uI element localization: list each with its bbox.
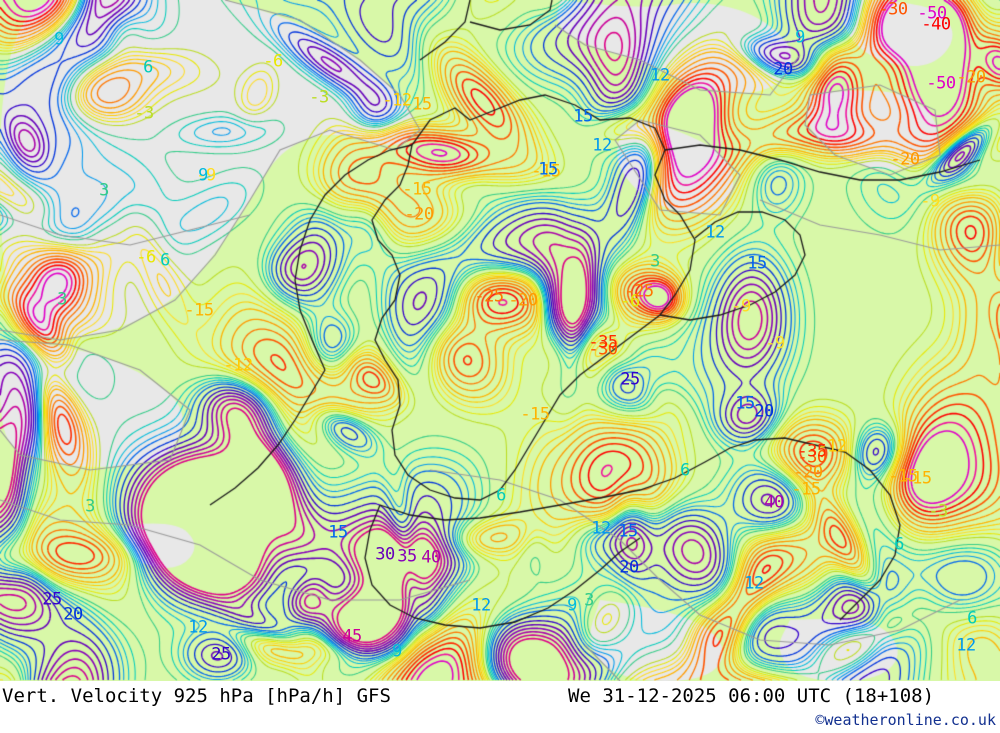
copyright-credit: ©weatheronline.co.uk [815,711,996,729]
map-timestamp: We 31-12-2025 06:00 UTC (18+108) [568,685,935,707]
map-panel[interactable]: -50 -50 -40 -30 -20 -20 -20 -20 -20 -15 -15 -15 -15-… [0,0,1000,681]
map-title: Vert. Velocity 925 hPa [hPa/h] GFS [2,685,391,707]
vertical-velocity-contour-map[interactable] [0,0,1000,681]
footer-bar: Vert. Velocity 925 hPa [hPa/h] GFS We 31… [0,681,1000,733]
